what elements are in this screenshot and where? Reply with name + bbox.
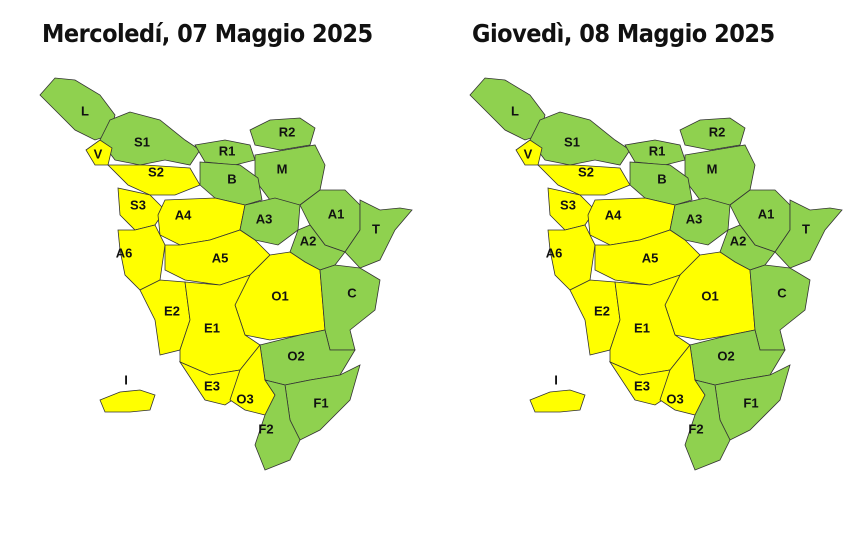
zone-label: S3 (130, 197, 146, 212)
zone-area (344, 199, 413, 269)
zone-area (319, 264, 381, 351)
zone-label: A1 (758, 206, 775, 221)
zone-area (107, 164, 201, 196)
zone-area (749, 264, 811, 351)
zone-label: L (81, 103, 89, 118)
zone-label: F2 (688, 421, 703, 436)
zone-label: A2 (730, 233, 747, 248)
zone-label: I (124, 372, 128, 387)
zone-label: O3 (236, 391, 253, 406)
zone-label: T (372, 221, 380, 236)
zone-label: T (802, 221, 810, 236)
zone-area (99, 389, 156, 413)
zone-label: R1 (219, 143, 236, 158)
zone-area (39, 77, 116, 141)
zone-area (629, 161, 693, 206)
zone-label: A1 (328, 206, 345, 221)
zone-label: F1 (743, 395, 758, 410)
zone-label: F1 (313, 395, 328, 410)
zone-label: S2 (578, 164, 594, 179)
zone-label: C (777, 285, 787, 300)
zone-label: M (707, 161, 718, 176)
zone-label: R1 (649, 143, 666, 158)
map-title: Mercoledí, 07 Maggio 2025 (42, 19, 373, 48)
zone-label: A3 (256, 211, 273, 226)
zone-label: E2 (164, 303, 180, 318)
zone-label: F2 (258, 421, 273, 436)
zone-area (684, 379, 731, 471)
zone-label: O2 (287, 348, 304, 363)
map-title: Giovedì, 08 Maggio 2025 (472, 19, 775, 48)
zone-area (529, 389, 586, 413)
zone-label: V (94, 146, 103, 161)
zone-label: S1 (564, 134, 580, 149)
zone-label: A6 (546, 245, 563, 260)
zone-label: I (554, 372, 558, 387)
zone-label: E1 (634, 320, 650, 335)
zone-area (515, 139, 543, 166)
zone-label: A5 (642, 250, 659, 265)
zone-label: A6 (116, 245, 133, 260)
zone-label: B (227, 171, 236, 186)
zone-area (774, 199, 843, 269)
zone-area (537, 164, 631, 196)
zone-label: O1 (271, 288, 288, 303)
zone-label: R2 (279, 124, 296, 139)
zone-label: R2 (709, 124, 726, 139)
zone-label: E3 (204, 378, 220, 393)
zone-label: M (277, 161, 288, 176)
zone-area (85, 139, 113, 166)
zone-area (249, 117, 316, 151)
zone-label: L (511, 103, 519, 118)
zone-label: B (657, 171, 666, 186)
zone-label: V (524, 146, 533, 161)
zone-area (679, 117, 746, 151)
zone-label: O2 (717, 348, 734, 363)
zone-label: A5 (212, 250, 229, 265)
zone-area (254, 379, 301, 471)
zone-label: E3 (634, 378, 650, 393)
zone-area (199, 161, 263, 206)
zone-area (529, 111, 631, 166)
zone-label: E2 (594, 303, 610, 318)
zone-area (469, 77, 546, 141)
zone-label: A2 (300, 233, 317, 248)
zone-label: S3 (560, 197, 576, 212)
zone-area (99, 111, 201, 166)
zone-label: C (347, 285, 357, 300)
zone-label: A3 (686, 211, 703, 226)
map: L S1 V R2 R1 M B S2 S3 A4 A3 A1 T A2 A6 A5 O1 C E2 E1 O2 E3 O3… (469, 77, 843, 471)
zone-label: A4 (175, 207, 192, 222)
zone-label: S1 (134, 134, 150, 149)
zone-label: O1 (701, 288, 718, 303)
zone-label: A4 (605, 207, 622, 222)
zone-label: E1 (204, 320, 220, 335)
map: L S1 V R2 R1 M B S2 S3 A4 A3 A1 T A2 A6 A5 O1 C E2 E1 O2 E3 O3… (39, 77, 413, 471)
zone-label: O3 (666, 391, 683, 406)
zone-label: S2 (148, 164, 164, 179)
